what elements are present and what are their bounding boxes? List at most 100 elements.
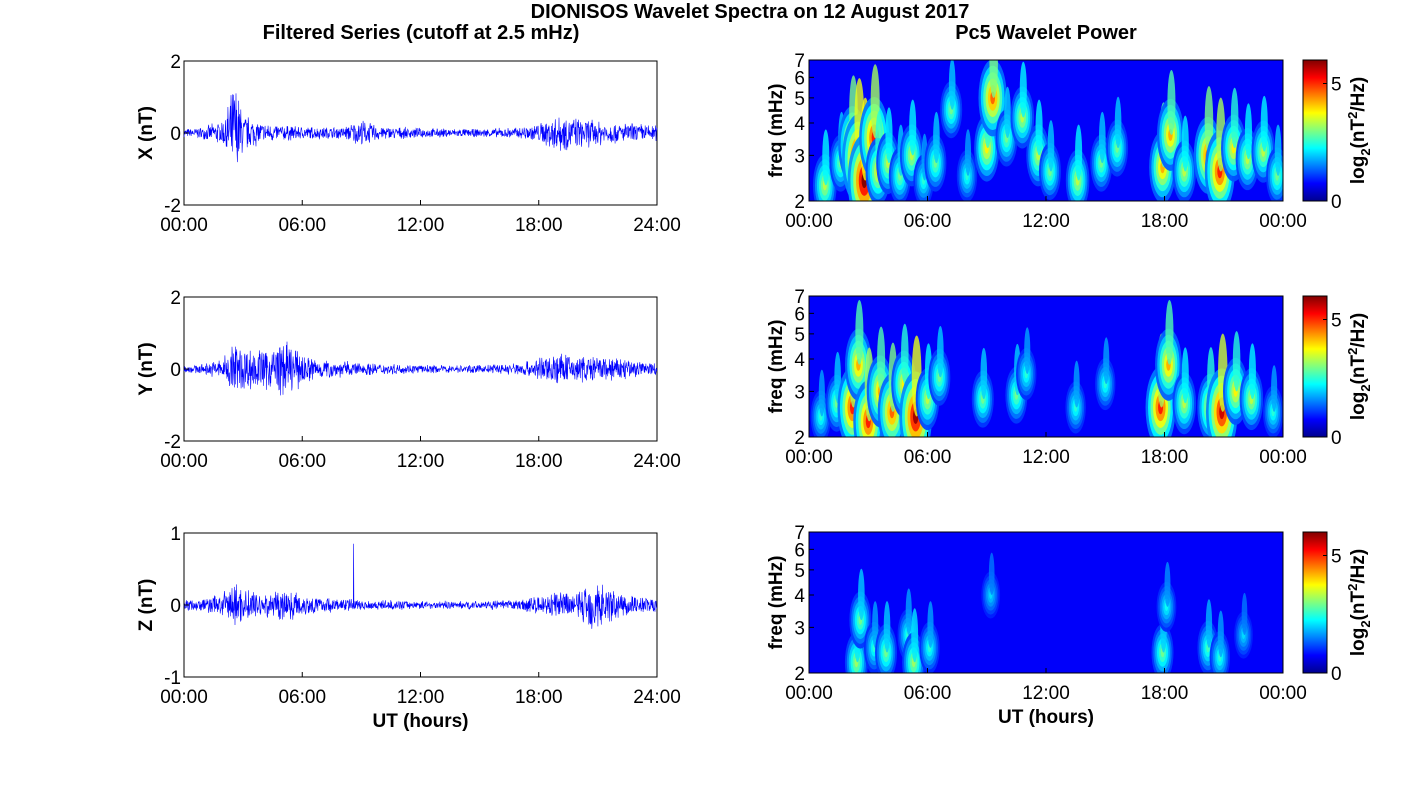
power-blob bbox=[995, 86, 1018, 167]
colorbar-label-part: 2 bbox=[1358, 384, 1373, 391]
power-blob bbox=[915, 343, 940, 431]
x-tick-label: 18:00 bbox=[515, 451, 563, 472]
y-tick-label: -2 bbox=[164, 196, 181, 217]
y-tick-label: 1 bbox=[170, 524, 181, 545]
x-axis-label: UT (hours) bbox=[372, 711, 468, 732]
right-column-title: Pc5 Wavelet Power bbox=[955, 22, 1137, 44]
power-streak bbox=[933, 111, 940, 164]
x-tick-label: 06:00 bbox=[278, 687, 326, 708]
y-tick-label: 7 bbox=[794, 287, 805, 308]
y-tick-label: 0 bbox=[170, 596, 181, 617]
y-tick-label: 2 bbox=[170, 288, 181, 309]
x-tick-label: 18:00 bbox=[1141, 211, 1189, 232]
x-tick-label: 18:00 bbox=[515, 215, 563, 236]
power-streak bbox=[905, 588, 912, 636]
y-axis-label: Y (nT) bbox=[136, 342, 157, 395]
power-streak bbox=[877, 326, 886, 392]
power-blob bbox=[902, 608, 926, 673]
power-streak bbox=[948, 60, 956, 110]
colorbar-label-part: (nT bbox=[1348, 119, 1369, 149]
colorbar-tick-label: 0 bbox=[1331, 428, 1342, 449]
power-streak bbox=[1181, 115, 1189, 172]
power-blob bbox=[1151, 601, 1174, 673]
x-tick-label: 12:00 bbox=[397, 451, 445, 472]
x-tick-label: 12:00 bbox=[1022, 211, 1070, 232]
heatmap-blobs bbox=[813, 60, 1283, 201]
y-tick-label: 5 bbox=[794, 325, 805, 346]
y-tick-label: 0 bbox=[170, 360, 181, 381]
power-blob bbox=[1156, 561, 1177, 632]
y-tick-label: 2 bbox=[794, 428, 805, 449]
power-blob bbox=[1038, 120, 1061, 200]
x-tick-label: 12:00 bbox=[397, 687, 445, 708]
y-tick-label: 3 bbox=[794, 618, 805, 639]
power-streak bbox=[885, 107, 893, 164]
colorbar-label-part: log bbox=[1348, 628, 1369, 657]
x-tick-label: 12:00 bbox=[1022, 447, 1070, 468]
y-tick-label: 2 bbox=[170, 52, 181, 73]
y-axis-label: freq (mHz) bbox=[766, 556, 787, 650]
x-tick-label: 00:00 bbox=[160, 215, 208, 236]
power-streak bbox=[1248, 343, 1256, 400]
colorbar-label-part: (nT bbox=[1348, 591, 1369, 621]
colorbar-label: log2(nT2/Hz) bbox=[1345, 77, 1373, 184]
power-blob bbox=[1172, 347, 1197, 435]
series-panel-2: 00:00 06:00 12:00 18:00 24:00 -2 0 2 Y (nT) bbox=[136, 288, 681, 472]
power-streak bbox=[1099, 111, 1106, 164]
colorbar-label: log2(nT2/Hz) bbox=[1345, 549, 1373, 656]
power-blob bbox=[1106, 96, 1129, 177]
power-blob bbox=[1234, 592, 1253, 659]
power-streak bbox=[1164, 561, 1171, 607]
y-tick-label: 5 bbox=[794, 89, 805, 110]
power-blob bbox=[981, 552, 1001, 619]
power-streak bbox=[855, 299, 864, 365]
colorbar-label-part: 2 bbox=[1358, 148, 1373, 155]
power-streak bbox=[1167, 70, 1176, 135]
y-tick-label: 4 bbox=[794, 114, 805, 135]
heatmap-blobs bbox=[844, 552, 1253, 673]
power-streak bbox=[1165, 299, 1174, 365]
power-blob bbox=[844, 608, 868, 673]
power-blob bbox=[813, 129, 837, 201]
series-panel-3: 00:00 06:00 12:00 18:00 24:00 -1 0 1 Z (nT) UT (h… bbox=[136, 524, 681, 732]
power-blob bbox=[1065, 124, 1090, 201]
power-blob bbox=[928, 325, 951, 406]
power-streak bbox=[1019, 61, 1027, 118]
power-streak bbox=[1204, 86, 1214, 156]
power-streak bbox=[1103, 337, 1110, 385]
y-axis-label: X (nT) bbox=[136, 106, 157, 160]
power-streak bbox=[1075, 124, 1083, 181]
colorbar-label: log2(nT2/Hz) bbox=[1345, 313, 1373, 420]
power-blob bbox=[875, 601, 898, 673]
power-streak bbox=[911, 608, 919, 663]
colorbar-label-part: 2 bbox=[1345, 348, 1360, 355]
y-tick-label: -1 bbox=[164, 668, 181, 689]
power-streak bbox=[883, 601, 891, 653]
power-streak bbox=[1230, 87, 1239, 149]
power-streak bbox=[1260, 95, 1268, 152]
x-tick-label: 00:00 bbox=[160, 687, 208, 708]
power-streak bbox=[988, 552, 995, 595]
x-tick-label: 06:00 bbox=[904, 447, 952, 468]
x-tick-label: 18:00 bbox=[515, 687, 563, 708]
power-blob bbox=[1262, 365, 1283, 437]
colorbar-tick-label: 5 bbox=[1331, 311, 1342, 332]
x-tick-label: 06:00 bbox=[904, 683, 952, 704]
power-streak bbox=[964, 129, 972, 176]
figure-title: DIONISOS Wavelet Spectra on 12 August 20… bbox=[531, 1, 970, 23]
power-blob bbox=[1239, 343, 1264, 431]
left-column-title: Filtered Series (cutoff at 2.5 mHz) bbox=[263, 22, 580, 44]
power-blob bbox=[1065, 360, 1086, 434]
power-streak bbox=[1047, 120, 1055, 172]
y-tick-label: 7 bbox=[794, 523, 805, 544]
x-tick-label: 00:00 bbox=[785, 447, 833, 468]
y-axis-label: freq (mHz) bbox=[766, 84, 787, 178]
x-tick-label: 00:00 bbox=[1259, 447, 1307, 468]
power-streak bbox=[1271, 365, 1278, 412]
x-tick-label: 06:00 bbox=[278, 215, 326, 236]
power-streak bbox=[818, 369, 825, 417]
